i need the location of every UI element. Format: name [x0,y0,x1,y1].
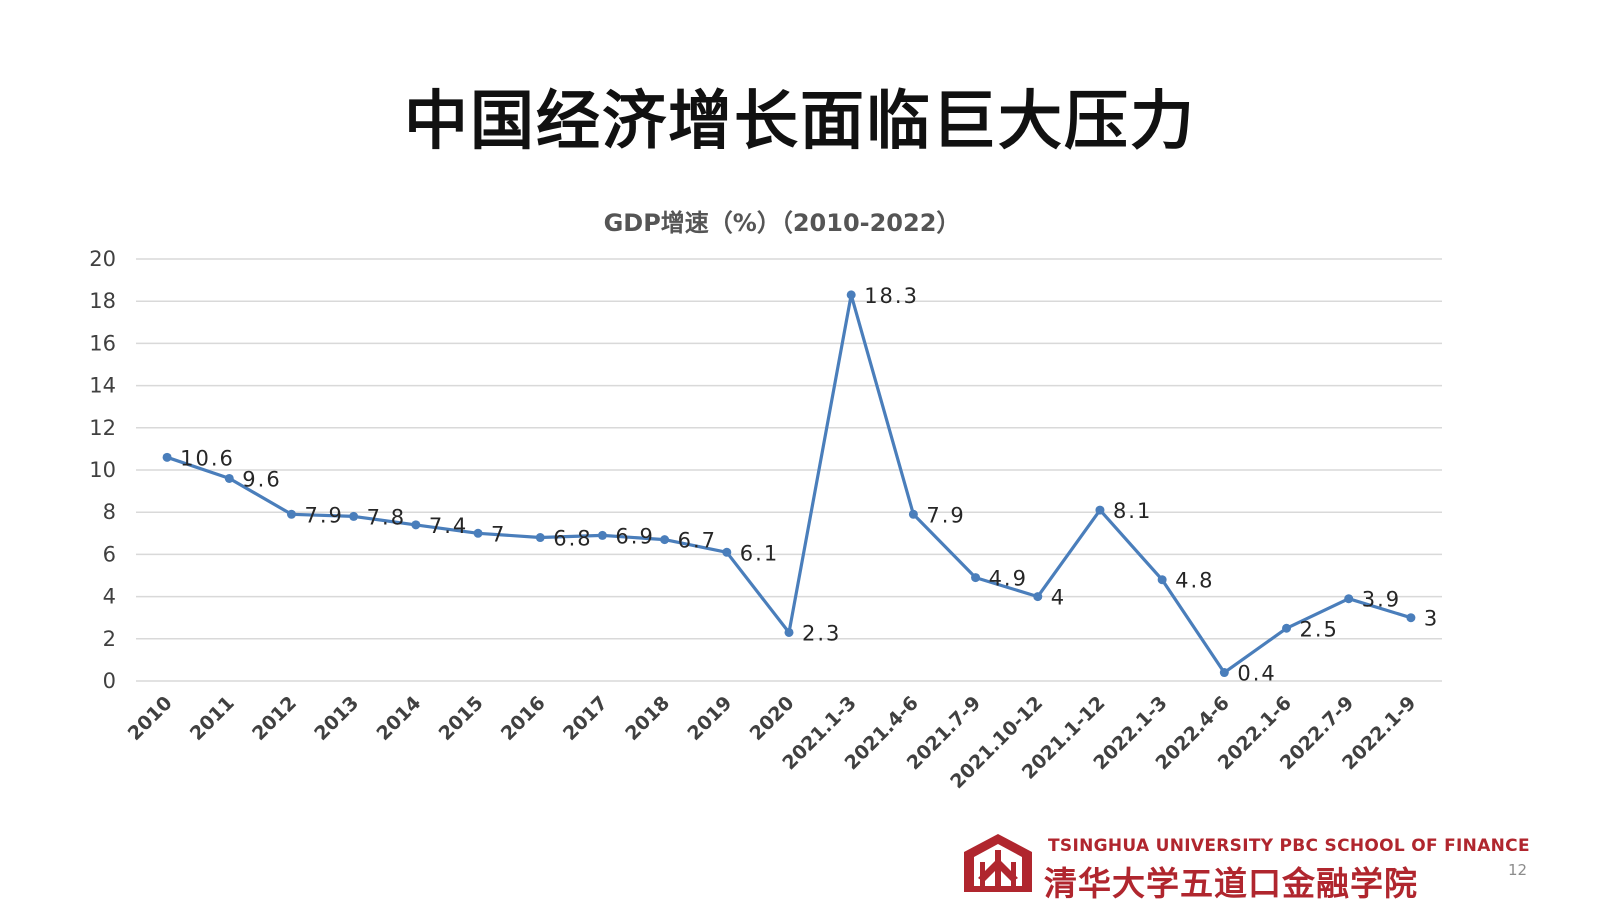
gdp-growth-chart: GDP增速（%）（2010-2022） 0 2 4 6 8 10 12 14 16 18 20 20… [89,209,1442,793]
school-name-english: TSINGHUA UNIVERSITY PBC SCHOOL OF FINANC… [1048,836,1530,856]
y-tick-label: 16 [89,331,116,355]
y-tick-label: 6 [103,542,116,566]
x-axis-ticks: 2010 2011 2012 2013 2014 2015 2016 2017 2018 2019… [124,692,1421,793]
school-logo-icon [964,834,1032,892]
data-label: 2.3 [802,621,841,645]
y-tick-label: 2 [103,627,116,651]
data-point [1406,613,1416,623]
data-label: 6.9 [615,524,654,548]
data-point [1219,668,1229,678]
x-tick-label: 2012 [248,692,301,745]
data-point [224,473,234,483]
data-point [1157,575,1167,585]
data-point [162,452,172,462]
data-label: 3.9 [1362,588,1401,612]
data-labels: 10.6 9.6 7.9 7.8 7.4 7 6.8 6.9 6.7 6.1 2.3 18.3 7.9 4… [180,284,1439,686]
x-tick-label: 2020 [746,692,799,745]
data-point [535,533,545,543]
chart-title: GDP增速（%）（2010-2022） [604,209,961,237]
data-label: 7.9 [304,503,343,527]
data-point [597,530,607,540]
data-point [908,509,918,519]
x-tick-label: 2014 [372,692,425,745]
data-point [784,627,794,637]
y-tick-label: 0 [103,669,116,693]
data-point [971,573,981,583]
data-label: 2.5 [1300,617,1339,641]
y-axis-ticks: 0 2 4 6 8 10 12 14 16 18 20 [89,247,116,693]
data-label: 3 [1424,607,1439,631]
data-label: 4.8 [1175,569,1214,593]
data-label: 6.8 [553,527,592,551]
page-number: 12 [1508,861,1528,879]
y-tick-label: 8 [103,500,116,524]
x-tick-label: 2016 [497,692,550,745]
data-label: 10.6 [180,446,235,470]
y-tick-label: 18 [89,289,116,313]
y-tick-label: 4 [103,585,116,609]
y-tick-label: 20 [89,247,116,271]
x-tick-label: 2011 [186,692,239,745]
data-points [162,290,1416,678]
gridlines [136,258,1442,682]
y-tick-label: 10 [89,458,116,482]
data-point [1033,592,1043,602]
data-label: 7.8 [367,505,406,529]
data-point [473,528,483,538]
data-label: 9.6 [242,467,281,491]
school-name-chinese: 清华大学五道口金融学院 [1044,864,1418,903]
x-tick-label: 2010 [124,692,177,745]
data-label: 7.4 [429,514,468,538]
data-point [1344,594,1354,604]
data-label: 7 [491,522,506,546]
data-point [349,511,359,521]
gdp-growth-line [166,293,1412,675]
y-tick-label: 12 [89,416,116,440]
data-label: 4.9 [989,567,1028,591]
x-tick-label: 2019 [683,692,736,745]
data-label: 4 [1051,586,1066,610]
data-point [722,547,732,557]
data-label: 18.3 [864,284,919,308]
x-tick-label: 2017 [559,692,612,745]
data-label: 7.9 [926,503,965,527]
data-point [1095,505,1105,515]
data-point [660,535,670,545]
data-point [846,290,856,300]
y-tick-label: 14 [89,374,116,398]
data-label: 0.4 [1237,662,1276,686]
slide-title: 中国经济增长面临巨大压力 [404,85,1196,159]
data-label: 6.7 [678,529,717,553]
data-point [1282,623,1292,633]
data-point [286,509,296,519]
x-tick-label: 2018 [621,692,674,745]
data-label: 8.1 [1113,499,1152,523]
x-tick-label: 2013 [310,692,363,745]
x-tick-label: 2015 [435,692,488,745]
data-point [411,520,421,530]
data-label: 6.1 [740,541,779,565]
